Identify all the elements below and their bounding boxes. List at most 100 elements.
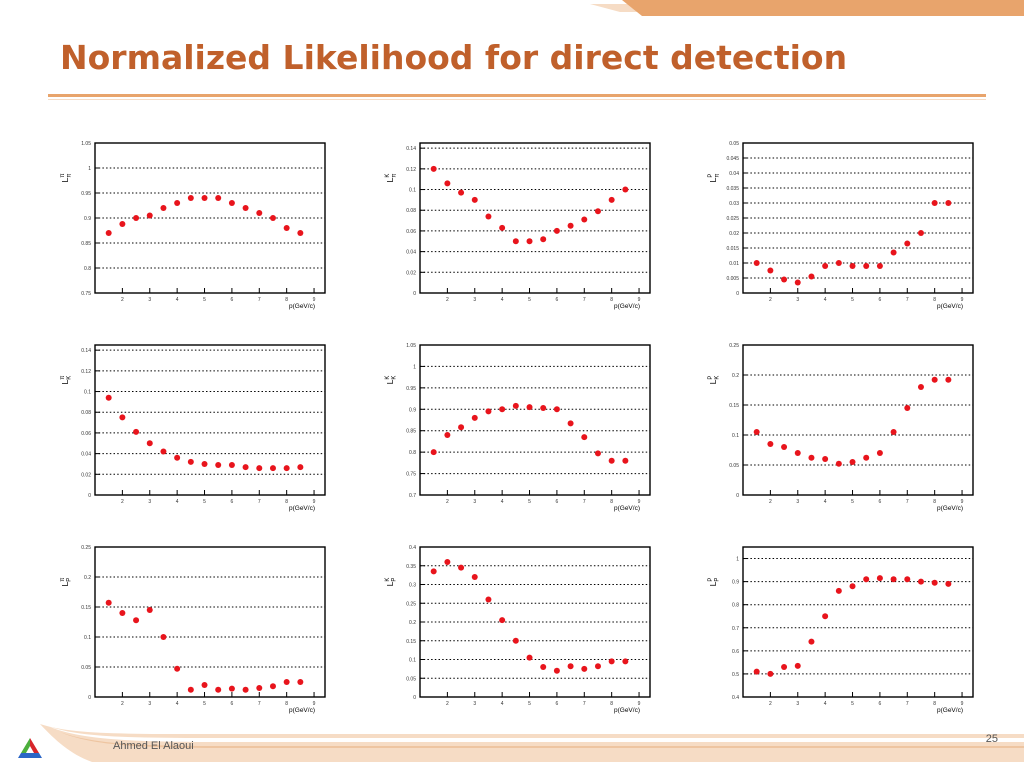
scatter-plot-L-P-P: 0.4 0.5 0.6 0.7 0.8 0.9 1 2 3 4 5 6 7 8 9p(GeV/c) LPP — [708, 546, 974, 714]
data-point — [201, 682, 208, 688]
scatter-plot-L-pi-pi: 0.75 0.8 0.85 0.9 0.95 1 1.05 2 3 4 5 6 7 8 9p(GeV/c) L… — [60, 141, 326, 310]
x-tick-label: 7 — [258, 499, 261, 505]
footer-decoration — [40, 724, 1024, 762]
x-tick-label: 4 — [824, 499, 827, 505]
data-point — [242, 205, 249, 211]
chart-panel-3: 0 0.005 0.01 0.015 0.02 0.025 0.03 0.035 0.04 0.0… — [703, 133, 1003, 313]
x-tick-label: 4 — [501, 297, 504, 303]
data-point — [849, 583, 856, 590]
data-point — [471, 196, 478, 203]
data-point — [835, 260, 842, 266]
data-point — [133, 428, 140, 435]
data-point — [512, 238, 519, 245]
data-point — [794, 450, 801, 456]
x-tick-label: 7 — [906, 499, 909, 505]
data-point — [890, 576, 897, 583]
x-tick-label: 3 — [796, 701, 799, 707]
y-axis-label: LπK — [385, 174, 398, 183]
data-point — [581, 665, 588, 672]
plot-frame — [419, 142, 651, 294]
data-point — [808, 454, 815, 461]
x-tick-label: 5 — [528, 701, 531, 707]
x-tick-label: 7 — [906, 297, 909, 303]
x-tick-label: 3 — [473, 297, 476, 303]
y-tick-label: 0.1 — [409, 658, 416, 664]
data-point — [876, 575, 883, 582]
data-point — [499, 406, 506, 413]
x-tick-label: 5 — [528, 297, 531, 303]
svg-text:LPπ: LPπ — [60, 578, 73, 587]
data-point — [863, 454, 870, 461]
data-point — [567, 222, 574, 229]
x-tick-label: 6 — [556, 701, 559, 707]
data-point — [256, 210, 263, 216]
data-point — [228, 685, 235, 692]
data-point — [458, 564, 465, 571]
data-point — [512, 637, 519, 644]
x-tick-label: 9 — [961, 701, 964, 707]
x-tick-label: 7 — [258, 701, 261, 707]
chart-panel-4: 0 0.02 0.04 0.06 0.08 0.1 0.12 0.14 2 3 4 5 6 7 8 9 p(Ge… — [55, 335, 355, 515]
y-tick-label: 0.75 — [406, 472, 416, 478]
data-point — [767, 441, 774, 447]
data-point — [822, 456, 829, 462]
y-tick-label: 0.95 — [81, 191, 91, 197]
data-point — [540, 664, 547, 670]
data-point — [269, 215, 276, 221]
y-axis-label: LPK — [385, 578, 398, 587]
data-point — [808, 273, 815, 280]
x-tick-label: 9 — [313, 701, 316, 707]
data-point — [187, 686, 194, 693]
data-point — [297, 679, 304, 685]
data-point — [863, 263, 870, 269]
y-axis-label: LπP — [708, 174, 721, 183]
y-tick-label: 0.9 — [409, 407, 416, 413]
header-decoration — [0, 0, 1024, 16]
data-point — [594, 450, 601, 457]
y-tick-label: 0.4 — [409, 545, 416, 551]
y-tick-label: 0.035 — [726, 186, 739, 192]
y-tick-label: 0.015 — [726, 246, 739, 252]
x-tick-label: 2 — [446, 297, 449, 303]
data-point — [242, 464, 249, 471]
data-point — [458, 189, 465, 196]
y-tick-label: 0.12 — [406, 167, 416, 173]
y-tick-label: 0 — [736, 493, 739, 499]
y-tick-label: 0.08 — [81, 410, 91, 416]
data-point — [146, 440, 153, 447]
y-tick-label: 0.12 — [81, 369, 91, 375]
data-point — [526, 238, 533, 245]
data-point — [201, 460, 208, 467]
data-point — [553, 667, 560, 674]
y-tick-label: 0.7 — [409, 493, 416, 499]
data-point — [567, 420, 574, 427]
y-tick-label: 0.7 — [732, 626, 739, 632]
x-tick-label: 4 — [176, 499, 179, 505]
x-axis-label: p(GeV/c) — [937, 505, 963, 512]
x-tick-label: 3 — [148, 701, 151, 707]
data-point — [863, 576, 870, 583]
x-tick-label: 3 — [796, 499, 799, 505]
x-tick-label: 9 — [638, 701, 641, 707]
x-tick-label: 9 — [961, 499, 964, 505]
x-tick-label: 9 — [313, 499, 316, 505]
svg-text:LPK: LPK — [385, 578, 398, 587]
slide-title: Normalized Likelihood for direct detecti… — [60, 38, 848, 77]
y-tick-label: 0.06 — [406, 229, 416, 235]
data-point — [808, 638, 815, 645]
data-point — [945, 580, 952, 587]
x-tick-label: 6 — [231, 701, 234, 707]
data-point — [499, 617, 506, 624]
x-tick-label: 8 — [933, 701, 936, 707]
x-tick-label: 8 — [610, 297, 613, 303]
y-tick-label: 0.02 — [406, 270, 416, 276]
data-point — [105, 394, 112, 401]
x-tick-label: 9 — [313, 297, 316, 303]
data-point — [753, 260, 760, 266]
chart-panel-6: 0 0.05 0.1 0.15 0.2 0.25 2 3 4 5 6 7 8 9 p(GeV/c) LKP — [703, 335, 1003, 515]
data-point — [146, 212, 153, 219]
data-point — [594, 208, 601, 215]
y-tick-label: 0.35 — [406, 564, 416, 570]
data-point — [256, 465, 263, 472]
y-tick-label: 0.08 — [406, 208, 416, 214]
